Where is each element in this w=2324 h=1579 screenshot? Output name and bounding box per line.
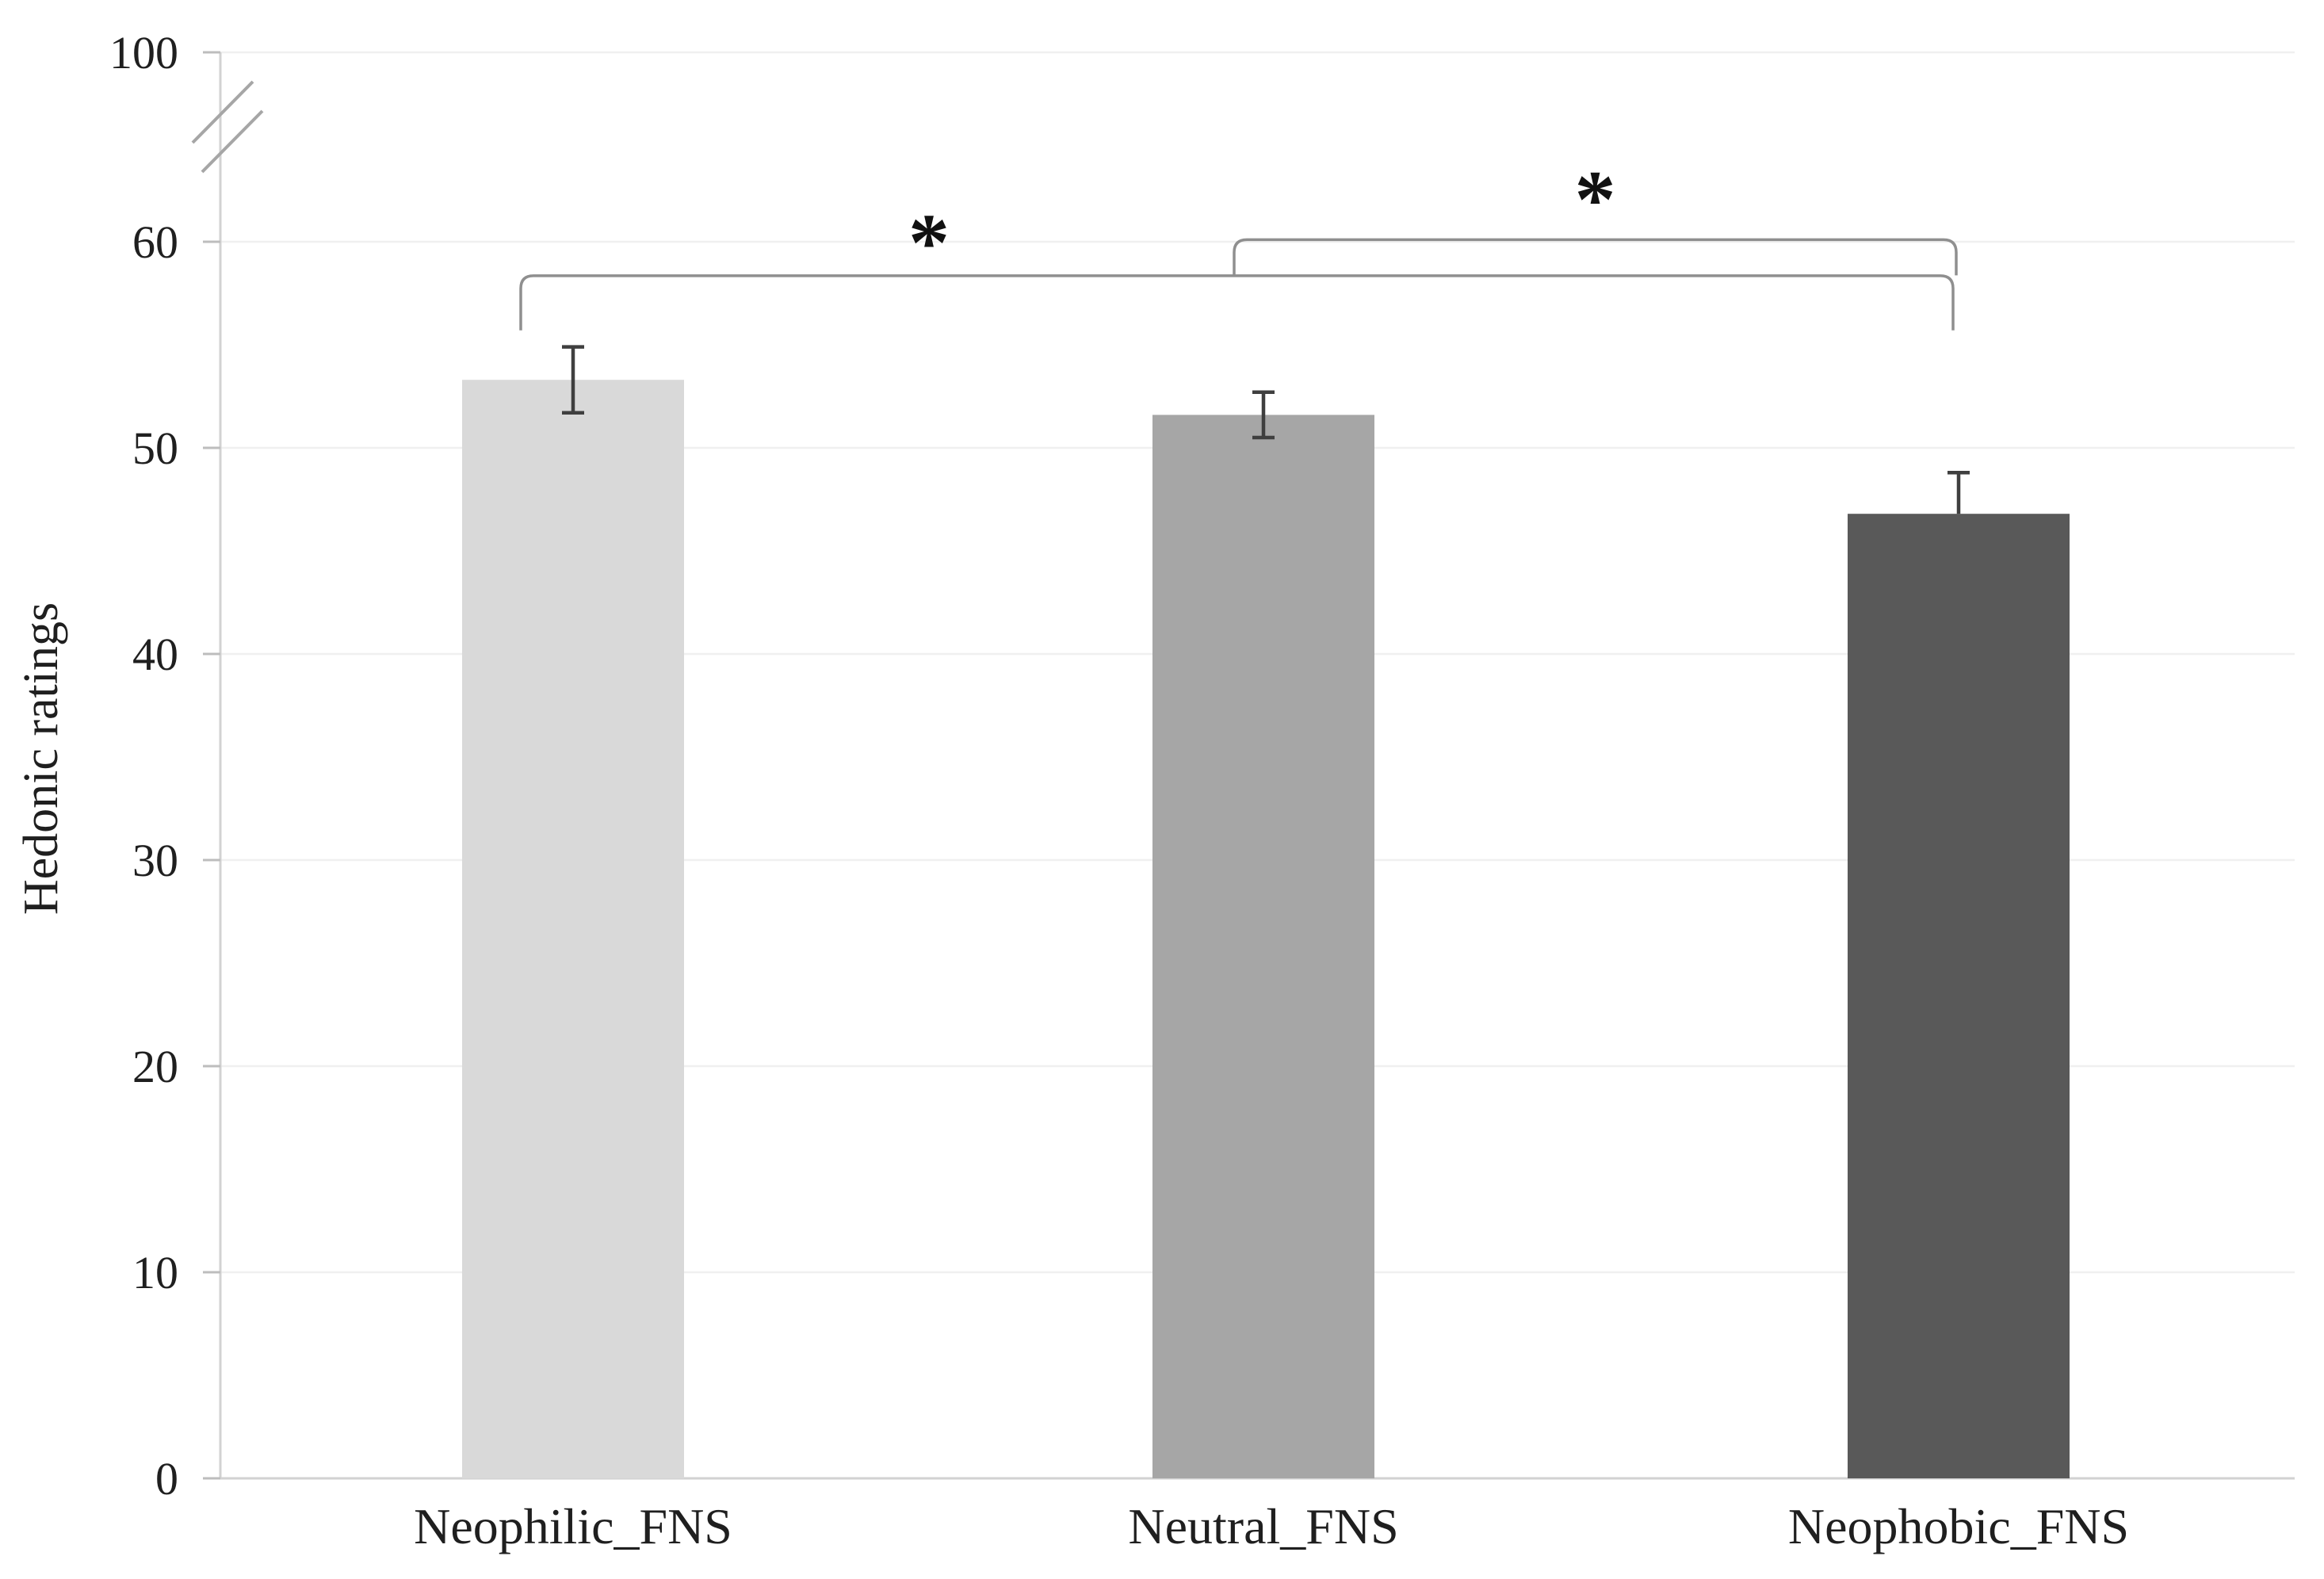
bar-Neophobic_FNS [1848,514,2070,1479]
y-tick-label-30: 30 [132,835,178,886]
axis-break-slash [191,80,254,144]
y-tick-label-10: 10 [132,1247,178,1298]
y-tick-label-0: 0 [155,1453,178,1504]
y-tick-label-40: 40 [132,629,178,680]
x-label-Neutral_FNS: Neutral_FNS [1128,1498,1398,1554]
significance-bracket-layer: * * [519,154,1958,331]
axis-break-slash [201,109,264,174]
y-tick-label-50: 50 [132,422,178,474]
bar-layer [462,380,2070,1479]
bar-Neutral_FNS [1152,415,1374,1478]
y-tick-label-20: 20 [132,1041,178,1092]
x-label-Neophobic_FNS: Neophobic_FNS [1788,1498,2129,1554]
significance-bracket-2 [1233,238,1958,276]
significance-bracket-1 [519,274,1955,331]
y-tick-label-60: 60 [132,216,178,268]
y-axis-title: Hedonic ratings [14,602,68,915]
y-tick-label-100: 100 [109,27,178,78]
label-layer: 0 10 20 30 40 50 60 100 Neophilic_FNS Neutral_FNS… [109,27,2129,1554]
error-bar-layer [562,345,1970,514]
bar-Neophilic_FNS [462,380,684,1479]
significance-star-2: * [1575,154,1616,245]
significance-star-1: * [908,197,950,289]
x-label-Neophilic_FNS: Neophilic_FNS [414,1498,732,1554]
